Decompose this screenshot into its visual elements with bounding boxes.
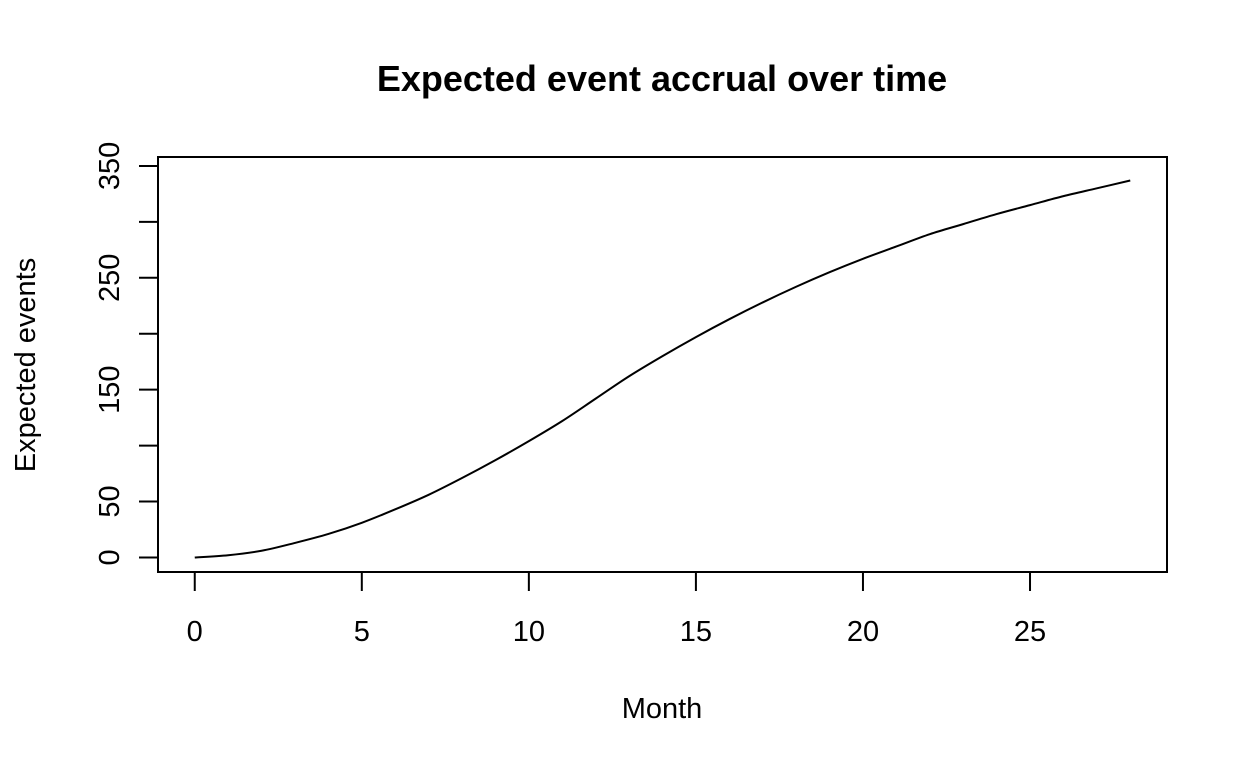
plot-frame: [157, 156, 1168, 573]
x-tick-label: 0: [187, 616, 203, 648]
x-axis-label: Month: [622, 693, 703, 725]
y-tick-label: 150: [94, 365, 126, 413]
x-tick-label: 25: [1014, 616, 1046, 648]
x-tick-label: 5: [354, 616, 370, 648]
x-tick-label: 10: [513, 616, 545, 648]
y-tick-label: 350: [94, 142, 126, 190]
series-line: [194, 179, 1131, 559]
x-axis: 0 5 10 15 20 25: [187, 571, 1046, 648]
y-axis: 0 50 150 250 350: [94, 142, 159, 566]
chart-title: Expected event accrual over time: [377, 58, 947, 99]
x-tick-label: 20: [847, 616, 879, 648]
series-group: [194, 179, 1131, 559]
y-tick-label: 50: [94, 485, 126, 517]
y-axis-label: Expected events: [10, 258, 42, 472]
x-tick-label: 15: [680, 616, 712, 648]
y-tick-label: 0: [94, 549, 126, 565]
y-tick-label: 250: [94, 254, 126, 302]
